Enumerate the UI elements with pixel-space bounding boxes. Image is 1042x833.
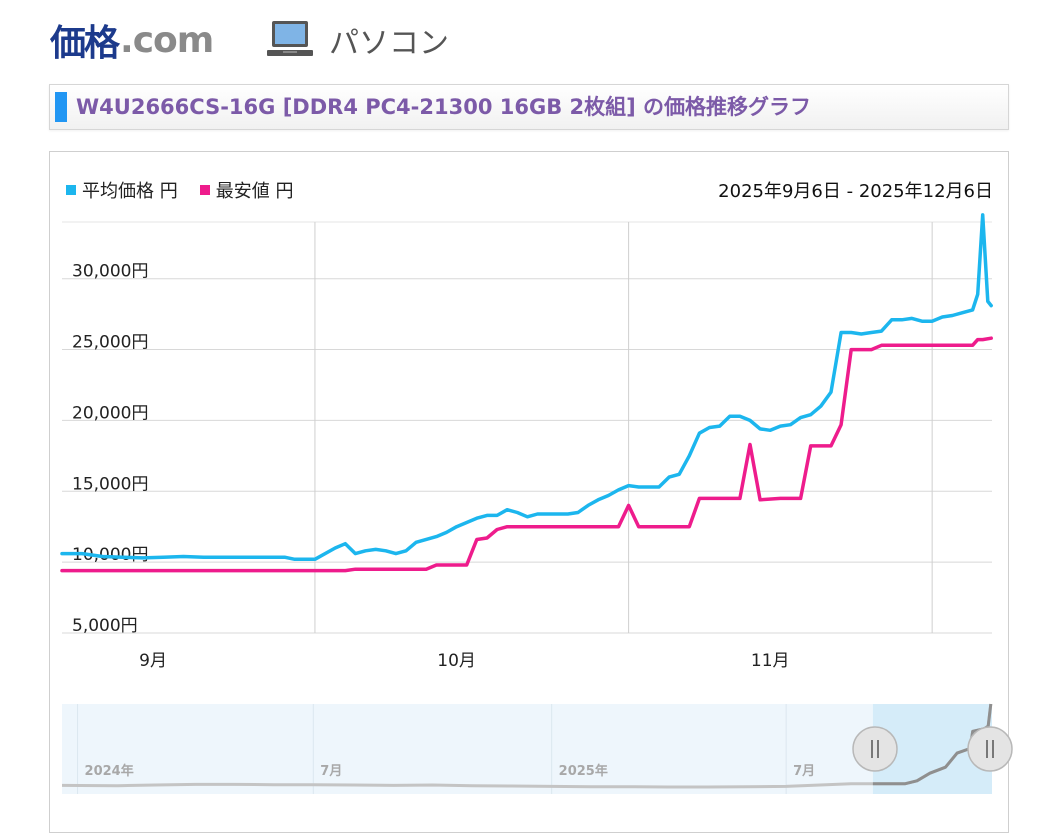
navigator-label: 2024年 [85,763,134,779]
chart-series [62,215,991,571]
y-tick-label: 5,000円 [72,616,138,636]
navigator-handle-left[interactable] [853,727,897,771]
y-tick-label: 20,000円 [72,403,148,423]
series-line [62,338,991,570]
navigator-label: 7月 [793,764,815,779]
x-tick-label: 10月 [437,651,476,671]
x-tick-label: 11月 [751,651,790,671]
x-axis: 9月 10月 11月 [139,651,789,671]
price-chart: 5,000円10,000円15,000円20,000円25,000円30,000… [0,0,1042,813]
navigator-handle-right[interactable] [968,727,1012,771]
x-tick-label: 9月 [139,651,167,671]
series-line [62,215,991,559]
handle-circle [853,727,897,771]
y-tick-label: 30,000円 [72,262,148,282]
series-min [62,338,991,570]
handle-circle [968,727,1012,771]
y-axis: 5,000円10,000円15,000円20,000円25,000円30,000… [72,262,148,636]
y-tick-label: 15,000円 [72,474,148,494]
range-navigator: 2024年 7月 2025年 7月 [62,704,1012,794]
y-tick-label: 25,000円 [72,333,148,353]
navigator-label: 7月 [320,764,342,779]
navigator-label: 2025年 [559,763,608,779]
series-avg [62,215,991,559]
